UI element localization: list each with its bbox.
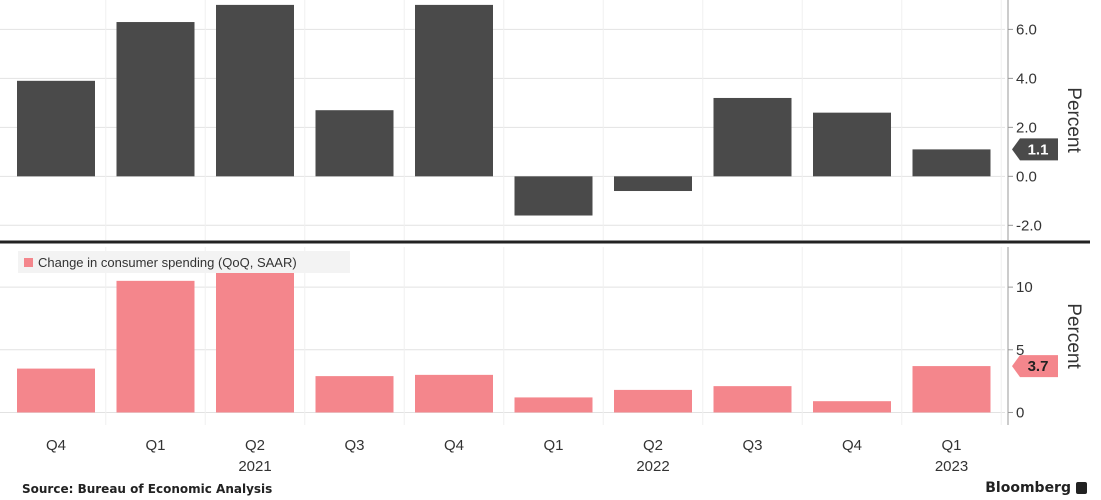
bar	[315, 376, 394, 413]
bar	[614, 389, 692, 413]
bar	[813, 112, 891, 177]
bar	[116, 280, 195, 413]
x-tick-label: Q1	[941, 437, 961, 454]
legend-label: Change in consumer spending (QoQ, SAAR)	[38, 255, 297, 270]
legend: Change in consumer spending (QoQ, SAAR)	[18, 251, 350, 273]
x-tick-label: Q2	[643, 437, 663, 454]
x-tick-label: Q1	[145, 437, 165, 454]
x-tick-label: Q4	[842, 437, 862, 454]
chart-panel-2: 10 5 0 Percent 3.7 Change in consumer spendin…	[0, 247, 1084, 425]
bar	[17, 368, 95, 413]
brand-logo: Bloomberg	[985, 480, 1087, 496]
bar	[713, 97, 792, 177]
bar	[415, 4, 493, 177]
legend-box	[18, 251, 350, 273]
y-tick-label: -2.0	[1016, 217, 1042, 234]
latest-value-tag	[1012, 355, 1058, 378]
bar	[315, 110, 394, 177]
y-axis-title: Percent	[1063, 303, 1084, 369]
x-tick-label: Q3	[344, 437, 364, 454]
latest-value-label: 1.1	[1028, 141, 1049, 158]
bar	[514, 176, 593, 216]
y-axis-title: Percent	[1063, 87, 1084, 153]
bar	[813, 401, 891, 413]
bar	[514, 397, 593, 413]
bar	[415, 374, 493, 413]
x-tick-label: Q2	[245, 437, 265, 454]
y-tick-label: 10	[1016, 279, 1033, 296]
latest-value-tag	[1012, 138, 1058, 161]
legend-swatch	[24, 258, 33, 267]
bar	[216, 4, 294, 177]
brand-mark-icon	[1076, 482, 1087, 494]
y-tick-label: 2.0	[1016, 119, 1037, 136]
bar	[614, 176, 692, 192]
bar	[116, 22, 195, 177]
latest-value-label: 3.7	[1028, 358, 1049, 375]
y-tick-label: 4.0	[1016, 70, 1037, 87]
brand-name: Bloomberg	[985, 480, 1071, 496]
footer: Source: Bureau of Economic Analysis Bloo…	[0, 478, 1101, 500]
bar	[216, 263, 294, 413]
y-tick-label: 6.0	[1016, 21, 1037, 38]
y-tick-label: 0	[1016, 404, 1024, 421]
x-tick-label: Q3	[742, 437, 762, 454]
chart-panel-1: 6.0 4.0 2.0 0.0 -2.0 Percent 1.1	[0, 0, 1084, 240]
x-tick-label: Q4	[46, 437, 66, 454]
y-tick-label: 0.0	[1016, 168, 1037, 185]
x-year-label: 2021	[238, 458, 271, 475]
bar	[17, 80, 95, 177]
source-note: Source: Bureau of Economic Analysis	[22, 482, 273, 496]
x-tick-label: Q4	[444, 437, 464, 454]
x-year-label: 2022	[636, 458, 669, 475]
bar	[713, 386, 792, 413]
bar	[912, 149, 991, 177]
y-tick-label: 5	[1016, 342, 1024, 359]
x-year-label: 2023	[935, 458, 968, 475]
x-tick-label: Q1	[543, 437, 563, 454]
bar	[912, 366, 991, 413]
